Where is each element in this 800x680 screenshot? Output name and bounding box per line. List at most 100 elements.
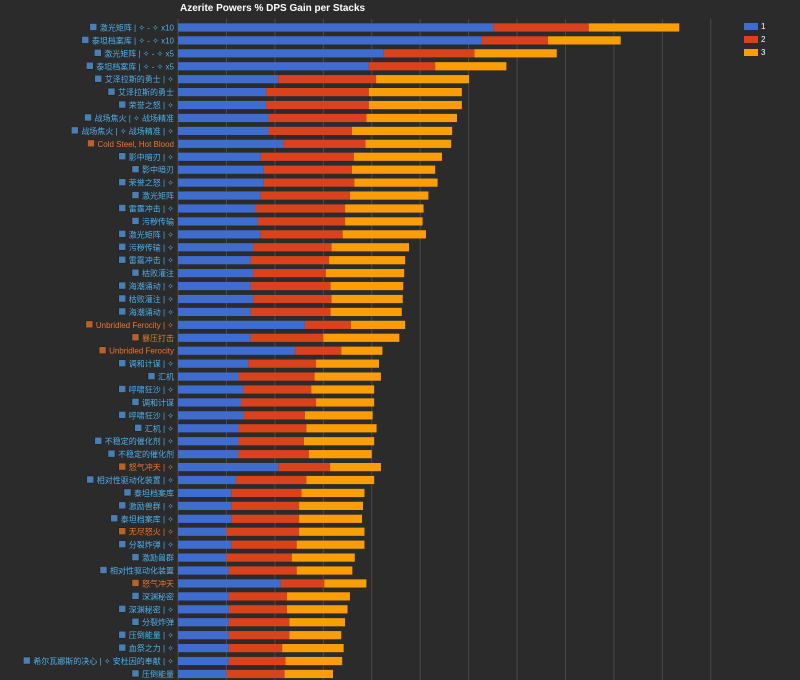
category-label: 激励兽群 | ✧ (129, 501, 175, 511)
legend-swatch (744, 36, 758, 43)
bar-segment-series-1 (178, 488, 232, 498)
bar-segment-series-3 (366, 113, 457, 123)
legend-item-1: 1 (744, 20, 765, 33)
bar-segment-series-3 (330, 307, 402, 317)
bar-segment-series-3 (286, 592, 350, 601)
legend-label: 3 (761, 48, 766, 57)
legend: 1 2 3 (744, 20, 765, 59)
category-label: 压倒能量 | ✧ (129, 630, 175, 640)
category-label: 汇机 | ✧ (145, 423, 175, 433)
bar-segment-series-3 (299, 501, 364, 510)
bar-segment-series-1 (178, 113, 269, 123)
tide-icon (118, 307, 127, 316)
bar-segment-series-3 (349, 191, 429, 200)
strike-icon (131, 333, 140, 342)
bar-segment-series-1 (178, 333, 251, 342)
catalyst-icon (107, 449, 116, 458)
bar-segment-series-2 (250, 281, 331, 291)
bar-segment-series-2 (260, 230, 343, 239)
bar-segment-series-2 (228, 566, 297, 575)
bar-segment-series-2 (253, 294, 332, 304)
bar-segment-series-3 (435, 62, 507, 71)
category-label: 艾泽拉斯的勇士 (118, 87, 174, 97)
bar-segment-series-3 (301, 488, 365, 498)
category-label: 泰坦档案库 | ✧ (121, 514, 175, 524)
bar-segment-series-2 (295, 346, 342, 355)
laser-matrix-icon (118, 230, 127, 238)
chart-title: Azerite Powers % DPS Gain per Stacks (180, 3, 366, 14)
bar-segment-series-1 (178, 88, 267, 97)
bar-segment-series-2 (304, 320, 351, 329)
bar-segment-series-1 (178, 165, 264, 174)
bar-segment-series-2 (236, 475, 307, 485)
bar-segment-series-3 (316, 398, 375, 407)
bar-segment-series-1 (178, 592, 229, 601)
blade-icon (131, 165, 140, 173)
bar-segment-series-3 (474, 49, 557, 58)
legend-swatch (744, 49, 758, 56)
resolve-icon (23, 656, 31, 665)
bar-segment-series-3 (299, 514, 363, 523)
bar-segment-series-3 (289, 618, 346, 627)
bar-segment-series-3 (323, 333, 400, 342)
bar-segment-series-1 (178, 385, 244, 394)
bar-segment-series-2 (243, 385, 312, 394)
bar-segment-series-2 (231, 540, 297, 549)
category-label: 呼啸狂沙 | ✧ (129, 385, 175, 395)
bar-segment-series-1 (178, 307, 251, 317)
bar-segment-series-1 (178, 450, 239, 459)
ferocity-icon (85, 320, 94, 329)
bar-segment-series-2 (228, 644, 283, 653)
herd-icon (118, 501, 127, 510)
category-label: 泰坦档案库 | ✧ - ✧ x5 (96, 61, 174, 71)
bar-segment-series-2 (250, 256, 330, 265)
legend-swatch (744, 23, 758, 30)
bar-segment-series-1 (178, 644, 229, 653)
gear-icon (134, 424, 143, 432)
bar-segment-series-2 (226, 669, 285, 679)
category-label: 雷霆冲击 | ✧ (129, 255, 175, 265)
bar-segment-series-1 (178, 320, 305, 329)
bar-segment-series-1 (178, 475, 237, 485)
category-label: 血祭之力 | ✧ (129, 643, 175, 653)
bar-segment-series-3 (285, 656, 343, 666)
bar-segment-series-2 (253, 243, 332, 252)
bar-segment-series-1 (178, 372, 239, 381)
category-label: 分裂炸弹 | ✧ (129, 540, 175, 550)
bar-segment-series-2 (260, 152, 354, 161)
bar-segment-series-3 (588, 23, 680, 32)
bar-segment-series-2 (368, 62, 436, 71)
bar-segment-series-2 (238, 450, 309, 459)
rage-icon (118, 462, 127, 471)
scheme-icon (131, 398, 140, 406)
bar-segment-series-1 (178, 398, 241, 407)
laser-matrix-icon (89, 23, 98, 31)
category-label: 枯败灌注 | ✧ (129, 294, 175, 304)
bar-segment-series-1 (178, 100, 267, 110)
battlefield-icon (84, 113, 92, 122)
bar-segment-series-2 (226, 553, 292, 562)
bar-segment-series-2 (231, 488, 302, 498)
bar-segment-series-1 (178, 411, 244, 420)
power-icon (131, 669, 140, 678)
bar-segment-series-3 (341, 346, 383, 355)
bar-segment-series-3 (329, 256, 406, 265)
rage-icon (131, 579, 140, 587)
bar-segment-series-1 (178, 566, 229, 575)
bar-segment-series-2 (250, 333, 324, 342)
legend-item-3: 3 (744, 46, 765, 59)
bar-segment-series-2 (231, 514, 300, 523)
category-label: 荣誉之怒 | ✧ (129, 100, 175, 110)
bar-segment-series-2 (228, 592, 287, 601)
bar-segment-series-1 (178, 527, 227, 536)
bar-segment-series-2 (228, 631, 290, 640)
bar-segment-series-1 (178, 462, 279, 472)
category-label: 希尔瓦娜斯的决心 | ✧ 安杜因的奉献 | ✧ (33, 656, 174, 666)
category-label: 深渊秘密 (142, 591, 174, 601)
bar-segment-series-1 (178, 23, 494, 32)
scheme-icon (118, 359, 127, 367)
champion-icon (94, 74, 103, 83)
bar-segment-series-2 (255, 204, 346, 213)
bar-segment-series-2 (248, 359, 317, 368)
category-label: 泰坦档案库 (134, 488, 174, 498)
